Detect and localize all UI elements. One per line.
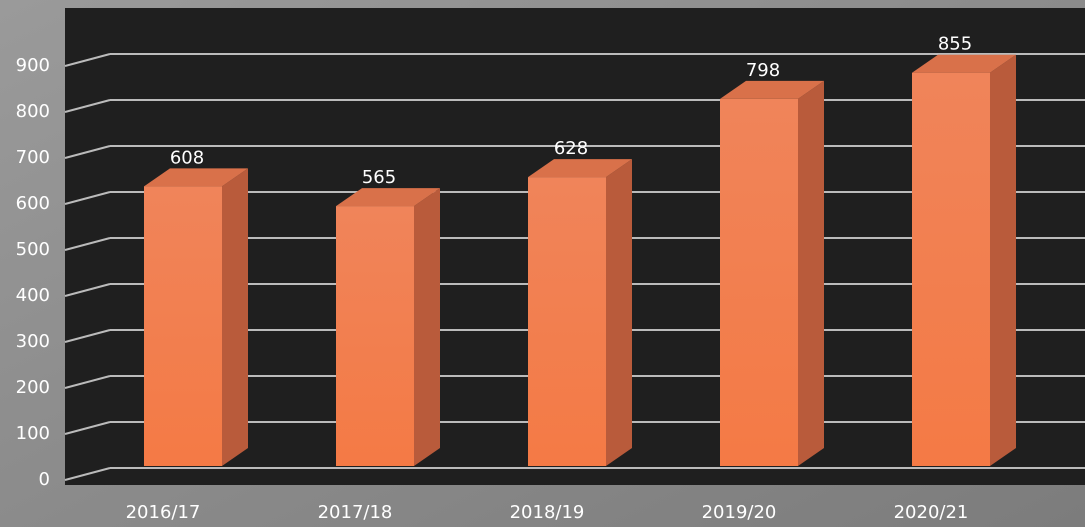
bar-top <box>336 188 440 207</box>
bar-top <box>720 80 824 99</box>
bar <box>144 186 222 466</box>
y-tick-label: 700 <box>16 147 50 168</box>
grid-line <box>64 467 111 481</box>
data-label: 855 <box>938 34 972 55</box>
bar-side <box>606 159 632 466</box>
bar-side <box>798 80 824 467</box>
grid-line <box>64 191 111 205</box>
y-tick-label: 300 <box>16 331 50 352</box>
bar <box>720 98 798 467</box>
y-tick-label: 900 <box>16 55 50 76</box>
grid-line <box>64 283 111 297</box>
x-tick-label: 2020/21 <box>894 502 969 523</box>
grid-line <box>64 99 111 113</box>
x-tick-label: 2016/17 <box>126 502 201 523</box>
y-tick-label: 400 <box>16 285 50 306</box>
bar <box>336 206 414 466</box>
grid-line <box>64 375 111 389</box>
y-tick-label: 200 <box>16 377 50 398</box>
grid-line <box>64 237 111 251</box>
data-label: 798 <box>746 60 780 81</box>
bar <box>912 72 990 466</box>
x-tick-label: 2017/18 <box>318 502 393 523</box>
data-label: 628 <box>554 138 588 159</box>
bar-side <box>414 188 440 466</box>
y-tick-label: 800 <box>16 101 50 122</box>
grid-line <box>64 421 111 435</box>
bar-top <box>144 168 248 187</box>
bar-top <box>912 54 1016 73</box>
grid-line <box>64 145 111 159</box>
x-tick-label: 2018/19 <box>510 502 585 523</box>
y-tick-label: 100 <box>16 423 50 444</box>
grid-line <box>64 329 111 343</box>
y-tick-label: 500 <box>16 239 50 260</box>
grid-line <box>64 53 111 67</box>
bar-side <box>990 54 1016 466</box>
y-tick-label: 600 <box>16 193 50 214</box>
data-label: 565 <box>362 167 396 188</box>
bar-top <box>528 159 632 178</box>
y-tick-label: 0 <box>39 469 50 490</box>
data-label: 608 <box>170 147 204 168</box>
bar-side <box>222 168 248 466</box>
x-tick-label: 2019/20 <box>702 502 777 523</box>
bar <box>528 177 606 466</box>
